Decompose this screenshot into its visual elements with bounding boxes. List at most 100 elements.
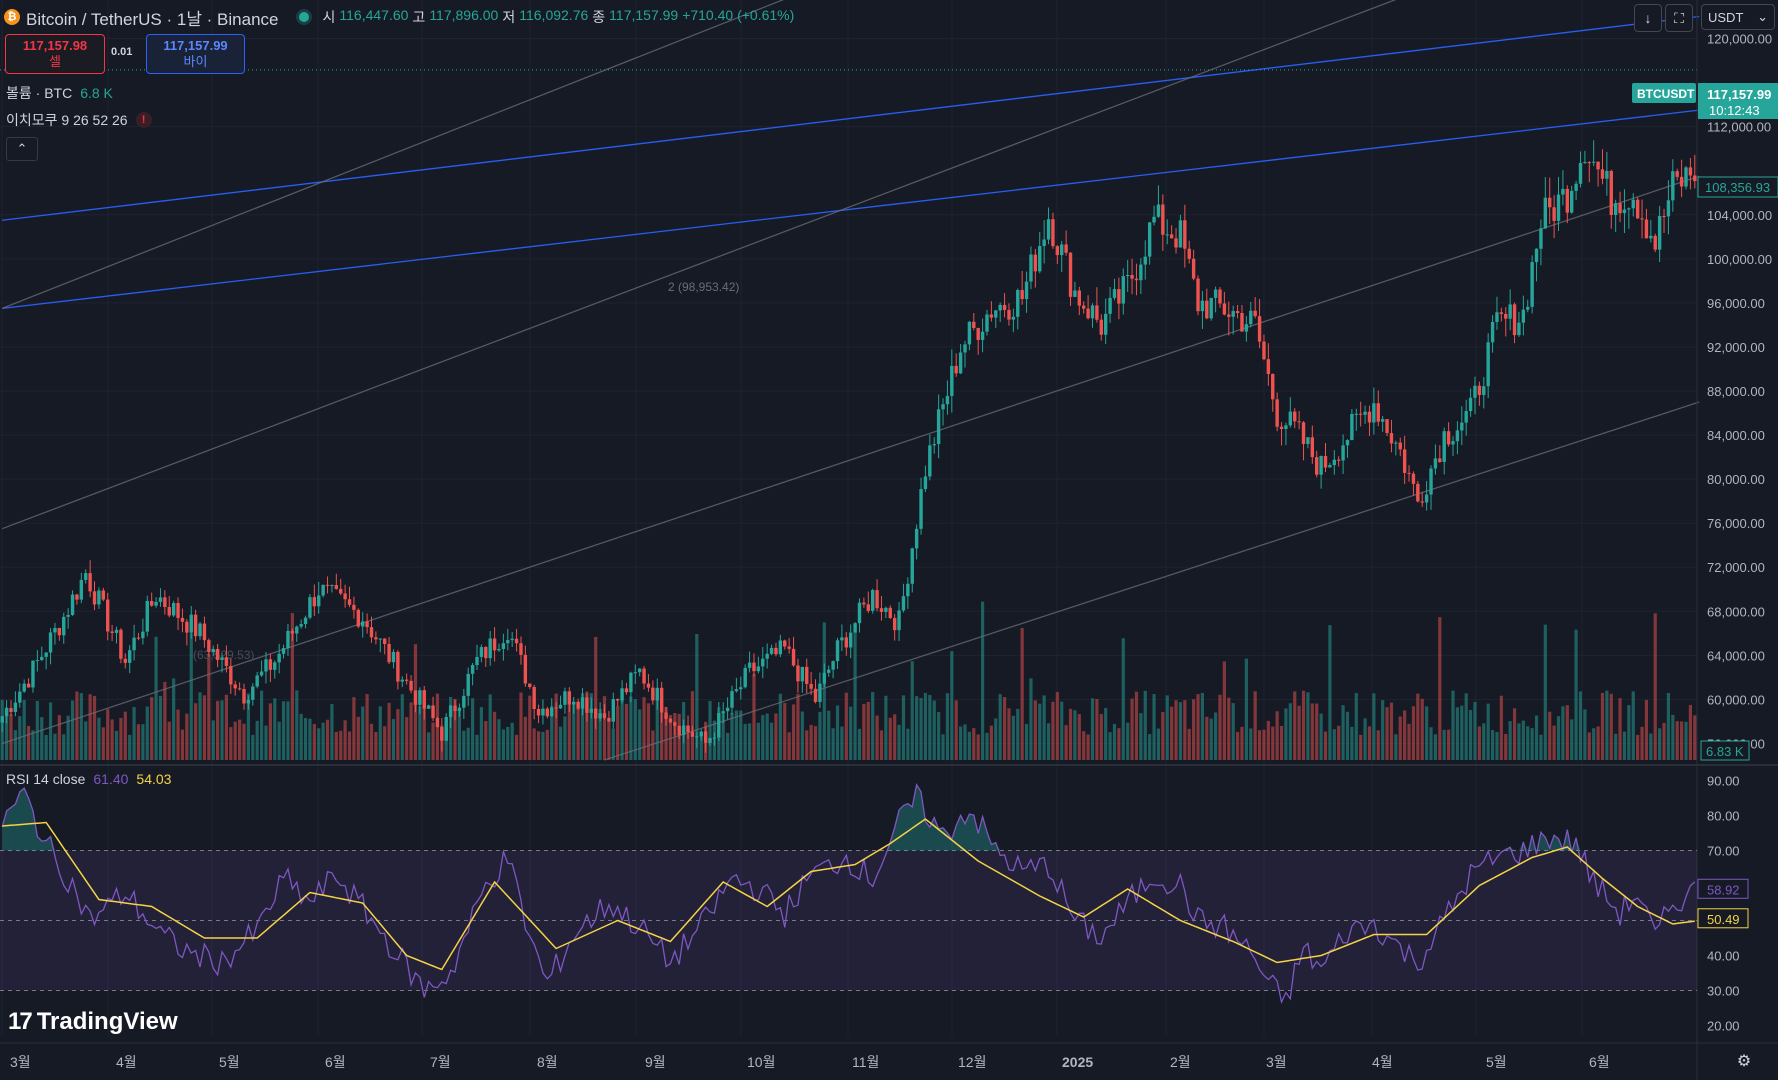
market-status-icon[interactable] (298, 12, 309, 22)
volume-bar (132, 706, 136, 760)
ichimoku-legend[interactable]: 이치모쿠 9 26 52 26 ! (6, 110, 152, 130)
candle-body (1548, 197, 1552, 208)
candle-body (1574, 183, 1578, 191)
close-label: 종 (592, 9, 606, 25)
trendline[interactable] (1, 0, 991, 310)
collapse-legend-button[interactable]: ⌃ (6, 137, 38, 161)
candle-body (892, 617, 897, 631)
candle-body (1315, 457, 1319, 475)
volume-bar (317, 728, 321, 760)
symbol-title[interactable]: Bitcoin / TetherUS · 1날 · Binance (26, 9, 279, 29)
candle-body (932, 444, 936, 446)
volume-bar (1578, 691, 1583, 760)
candle-body (1235, 311, 1240, 314)
candle-body (884, 607, 888, 612)
volume-bar (633, 699, 637, 760)
candle-body (1209, 297, 1213, 319)
candle-body (712, 737, 717, 739)
candle-body (97, 590, 101, 605)
volume-bar (176, 709, 180, 760)
volume-bar (229, 727, 233, 760)
volume-bar (220, 700, 224, 760)
rsi-legend[interactable]: RSI 14 close 61.40 54.03 (6, 771, 171, 787)
candle-body (1389, 433, 1394, 444)
candle-body (106, 599, 110, 632)
volume-bar (1288, 703, 1292, 760)
symbol-badge-label: BTCUSDT (1637, 87, 1695, 101)
candle-body (1288, 411, 1293, 426)
price-tick-label: 96,000.00 (1707, 296, 1765, 311)
volume-bar (1490, 730, 1495, 760)
candle-body (866, 604, 870, 611)
candle-body (264, 659, 268, 672)
candle-body (158, 597, 163, 602)
candle-body (57, 627, 62, 636)
volume-bar (1222, 661, 1226, 760)
candle-body (646, 683, 651, 688)
quote-currency-value: USDT (1708, 9, 1744, 25)
candle-body (1530, 262, 1534, 307)
volume-bar (40, 717, 44, 760)
candle-body (1455, 430, 1460, 442)
buy-button[interactable]: 117,157.99 바이 (146, 34, 245, 74)
candle-body (88, 573, 92, 592)
volume-bar (1108, 732, 1112, 760)
candle-body (1112, 289, 1117, 298)
warning-icon[interactable]: ! (135, 112, 152, 128)
volume-bar (1407, 723, 1411, 760)
volume-bar (1627, 705, 1631, 760)
trendline[interactable] (2, 109, 1700, 310)
trendline[interactable] (2, 15, 1700, 221)
tradingview-logo[interactable]: 17 TradingView (8, 1008, 178, 1036)
candle-body (1394, 442, 1398, 444)
volume-bar (1464, 693, 1468, 760)
price-tick-label: 84,000.00 (1707, 428, 1765, 443)
fib-level-label: 2 (98,953.42) (668, 280, 739, 294)
candle-body (1407, 472, 1411, 474)
settings-gear-icon[interactable]: ⚙ (1736, 1053, 1752, 1070)
volume-bar (303, 717, 308, 760)
volume-bar (216, 700, 220, 760)
candle-body (317, 595, 321, 607)
candle-body (1675, 171, 1679, 177)
download-button[interactable]: ↓ (1634, 4, 1662, 32)
sell-button[interactable]: 117,157.98 셀 (5, 34, 105, 74)
volume-bar (409, 702, 413, 760)
volume-bar (92, 695, 97, 760)
candle-body (1266, 359, 1271, 375)
candle-body (1332, 459, 1336, 466)
volume-bar (57, 715, 61, 760)
volume-bar (550, 706, 554, 760)
quote-currency-select[interactable]: USDT ⌄ (1701, 4, 1775, 30)
candle-body (418, 690, 422, 705)
volume-bar (211, 720, 215, 760)
volume-bar (1675, 721, 1679, 760)
volume-legend[interactable]: 볼륨 · BTC 6.8 K (6, 83, 113, 103)
volume-bar (492, 711, 497, 760)
volume-bar (356, 716, 360, 760)
trendline[interactable] (604, 401, 1700, 761)
candle-body (1090, 305, 1095, 319)
candle-body (237, 688, 242, 690)
candle-body (22, 683, 26, 692)
volume-bar (1521, 720, 1525, 760)
time-tick-label: 5월 (1486, 1054, 1507, 1070)
candle-body (361, 621, 365, 627)
candle-body (1464, 411, 1468, 423)
trendline[interactable] (1, 0, 1699, 530)
candle-body (1512, 304, 1517, 336)
candle-body (1055, 246, 1060, 256)
symbol-badge (1632, 83, 1696, 103)
volume-bar (1499, 695, 1503, 760)
buy-price: 117,157.99 (163, 38, 228, 53)
volume-bar (136, 724, 141, 760)
candle-body (1490, 321, 1495, 343)
candle-body (119, 629, 123, 659)
trendlines[interactable] (1, 0, 1700, 761)
volume-bar (1354, 693, 1358, 760)
candle-body (1143, 256, 1147, 265)
volume-bar (119, 717, 123, 760)
fullscreen-button[interactable]: ⛶ (1665, 4, 1693, 32)
sell-label: 셀 (49, 54, 61, 69)
